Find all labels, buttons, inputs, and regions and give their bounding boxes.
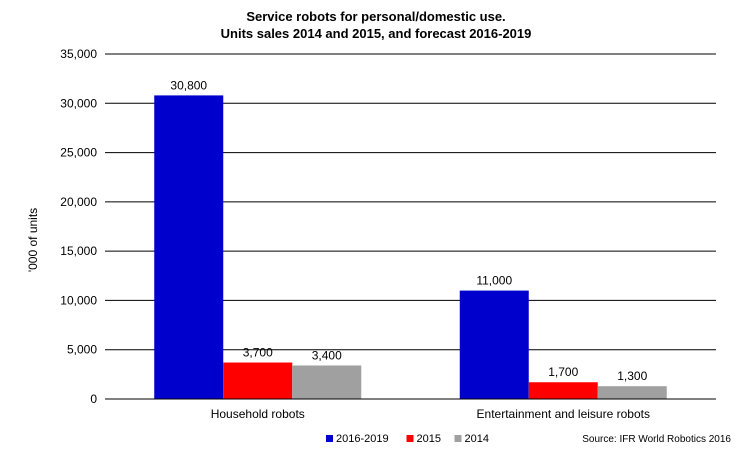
y-axis-title: '000 of units bbox=[26, 208, 40, 272]
bar-value-label: 30,800 bbox=[170, 78, 207, 92]
x-category-label: Entertainment and leisure robots bbox=[477, 407, 650, 421]
y-axis-ticks: 0 5,000 10,000 15,000 20,000 25,000 30,000 35,0… bbox=[60, 47, 97, 406]
legend-label: 2016-2019 bbox=[336, 433, 389, 445]
x-category-label: Household robots bbox=[211, 407, 305, 421]
bar-value-label: 11,000 bbox=[476, 274, 512, 288]
category-labels: Household robots Entertainment and leisur… bbox=[211, 407, 650, 421]
y-tick-label: 20,000 bbox=[60, 195, 97, 209]
bar-value-label: 1,300 bbox=[617, 369, 647, 383]
y-tick-label: 15,000 bbox=[60, 244, 97, 258]
legend-label: 2015 bbox=[417, 433, 441, 445]
y-tick-label: 10,000 bbox=[60, 293, 97, 307]
bar-series-group bbox=[154, 95, 667, 400]
legend-label: 2014 bbox=[465, 433, 489, 445]
y-tick-label: 25,000 bbox=[60, 146, 97, 160]
legend-swatch bbox=[454, 435, 462, 442]
bar-2016-2019-0 bbox=[154, 95, 224, 400]
bar-value-label: 1,700 bbox=[548, 365, 578, 379]
legend: 2016-2019 2015 2014 bbox=[326, 433, 489, 445]
bar-data-labels: 30,800 3,700 3,400 11,000 1,700 1,300 bbox=[170, 78, 647, 383]
bar-2016-2019-1 bbox=[459, 290, 529, 399]
y-tick-label: 0 bbox=[90, 392, 97, 406]
chart-title-line1: Service robots for personal/domestic use… bbox=[246, 9, 505, 24]
legend-swatch bbox=[326, 435, 333, 442]
bar-2014-0 bbox=[292, 365, 362, 399]
source-note: Source: IFR World Robotics 2016 bbox=[582, 434, 731, 445]
bar-2015-0 bbox=[223, 362, 293, 399]
legend-swatch bbox=[406, 435, 414, 442]
chart-title-line2: Units sales 2014 and 2015, and forecast … bbox=[221, 26, 532, 41]
y-tick-label: 35,000 bbox=[60, 47, 97, 61]
y-tick-label: 5,000 bbox=[67, 343, 97, 357]
bar-value-label: 3,400 bbox=[312, 348, 342, 362]
bar-2015-1 bbox=[528, 382, 598, 399]
y-tick-label: 30,000 bbox=[60, 96, 97, 110]
bar-value-label: 3,700 bbox=[243, 346, 273, 360]
bar-2014-1 bbox=[597, 386, 667, 399]
